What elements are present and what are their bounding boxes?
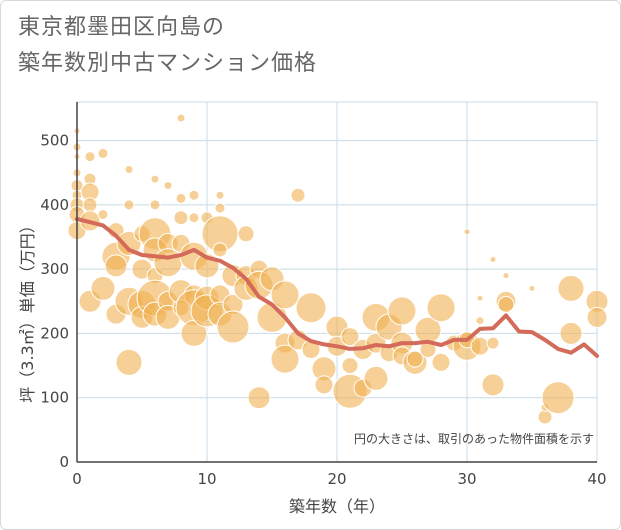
data-bubble xyxy=(115,348,143,376)
data-bubble xyxy=(237,225,255,243)
y-tick-label: 0 xyxy=(59,453,69,471)
x-tick-label: 10 xyxy=(197,470,216,488)
data-bubble xyxy=(586,306,608,328)
data-bubble xyxy=(290,187,306,203)
data-bubble xyxy=(176,113,186,123)
x-tick-label: 20 xyxy=(327,470,346,488)
data-bubble xyxy=(214,202,226,214)
chart-title-line-2: 築年数別中古マンション価格 xyxy=(18,51,318,76)
data-bubble xyxy=(149,199,161,211)
bubble-size-note: 円の大きさは、取引のあった物件面積を示す xyxy=(354,431,594,446)
data-bubble xyxy=(475,316,485,326)
chart-title: 東京都墨田区向島の 築年数別中古マンション価格 xyxy=(18,10,317,82)
data-bubble xyxy=(486,336,500,350)
data-bubble xyxy=(90,275,116,301)
data-bubble xyxy=(173,210,189,226)
data-bubble xyxy=(175,192,187,204)
data-bubble xyxy=(188,212,200,224)
chart-title-line-1: 東京都墨田区向島の xyxy=(18,15,226,40)
data-bubble xyxy=(84,151,96,163)
data-bubble xyxy=(153,248,183,278)
trend-line-group xyxy=(75,217,599,358)
data-bubble xyxy=(270,344,300,374)
data-bubble xyxy=(341,357,359,375)
data-bubble xyxy=(124,165,134,174)
data-bubble xyxy=(150,174,160,184)
data-bubble xyxy=(406,350,424,368)
data-bubble xyxy=(426,293,456,323)
data-bubble xyxy=(497,296,515,313)
axes: 0 100 200 300 400 500 0 10 20 30 40 xyxy=(40,102,607,488)
data-bubble xyxy=(476,294,484,302)
x-tick-label: 0 xyxy=(72,470,82,488)
data-bubble xyxy=(557,274,585,302)
data-bubble xyxy=(270,280,300,310)
data-bubble xyxy=(295,292,327,324)
data-bubble xyxy=(314,375,334,395)
data-bubble xyxy=(97,147,109,159)
data-bubble xyxy=(215,190,225,200)
data-bubble xyxy=(97,209,109,220)
data-bubble xyxy=(216,310,250,344)
data-bubble xyxy=(537,409,553,425)
data-bubble xyxy=(104,254,128,278)
data-bubble xyxy=(559,321,583,345)
trend-line xyxy=(75,217,599,358)
data-bubble xyxy=(363,365,389,391)
data-bubble xyxy=(247,386,271,410)
y-tick-label: 500 xyxy=(40,132,69,150)
y-tick-label: 200 xyxy=(40,324,69,342)
data-bubble xyxy=(489,256,497,263)
data-bubble xyxy=(481,373,505,397)
y-axis-label: 坪（3.3㎡）単価（万円） xyxy=(18,217,37,402)
data-bubble xyxy=(463,228,471,236)
data-bubble xyxy=(163,181,173,191)
y-tick-label: 300 xyxy=(40,260,69,278)
data-bubble xyxy=(340,327,360,347)
data-bubble xyxy=(212,242,228,258)
x-tick-label: 30 xyxy=(457,470,476,488)
data-bubble xyxy=(470,336,490,356)
data-bubble xyxy=(431,352,451,372)
data-bubble xyxy=(502,272,510,280)
data-bubble xyxy=(387,296,417,326)
y-tick-label: 100 xyxy=(40,389,69,407)
y-tick-label: 400 xyxy=(40,196,69,214)
x-tick-label: 40 xyxy=(587,470,606,488)
data-bubble xyxy=(82,197,98,213)
data-bubble xyxy=(528,284,536,292)
x-axis-label: 築年数（年） xyxy=(289,497,385,516)
data-bubble xyxy=(123,199,135,211)
data-bubble xyxy=(541,381,575,415)
data-bubble xyxy=(188,189,200,201)
